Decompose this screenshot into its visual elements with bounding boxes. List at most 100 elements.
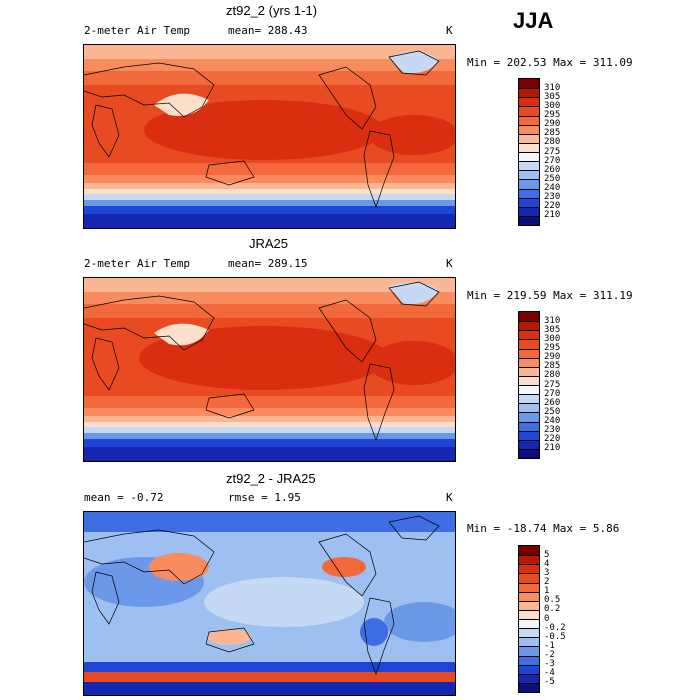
colorbar-swatch xyxy=(519,430,539,440)
colorbar-tick-label: 295 xyxy=(544,343,561,353)
panel-1-colorbar xyxy=(518,78,540,226)
colorbar-swatch xyxy=(519,673,539,683)
panel-1-variable-label: 2-meter Air Temp xyxy=(84,24,190,37)
colorbar-swatch xyxy=(519,124,539,134)
colorbar-tick-label: -3 xyxy=(544,659,555,670)
colorbar-tick-label: 250 xyxy=(544,173,561,184)
colorbar-swatch xyxy=(519,646,539,656)
colorbar-tick-label: 2 xyxy=(544,577,550,587)
colorbar-swatch xyxy=(519,170,539,180)
panel-2-title: JRA25 xyxy=(249,236,289,251)
colorbar-tick-label: 3 xyxy=(544,567,550,578)
panel-3-title: zt92_2 - JRA25 xyxy=(226,471,316,486)
colorbar-tick-label: 5 xyxy=(544,549,550,560)
colorbar-tick-label: 220 xyxy=(544,434,561,445)
colorbar-swatch xyxy=(519,357,539,367)
colorbar-swatch xyxy=(519,619,539,629)
panel-3-map-svg xyxy=(84,512,455,695)
colorbar-swatch xyxy=(519,394,539,404)
colorbar-tick-label: 230 xyxy=(544,425,561,436)
colorbar-tick-label: 305 xyxy=(544,91,561,102)
panel-1-minmax: Min = 202.53 Max = 311.09 xyxy=(467,56,633,69)
panel-3-map xyxy=(83,511,456,696)
colorbar-swatch xyxy=(519,88,539,98)
panel-1-title: zt92_2 (yrs 1-1) xyxy=(226,3,318,18)
colorbar-swatch xyxy=(519,555,539,565)
colorbar-tick-label: 220 xyxy=(544,201,561,212)
colorbar-tick-label: 290 xyxy=(544,352,561,363)
colorbar-swatch xyxy=(519,215,539,225)
panel-2-map xyxy=(83,277,456,462)
colorbar-swatch xyxy=(519,179,539,189)
colorbar-tick-label: 300 xyxy=(544,100,561,111)
colorbar-swatch xyxy=(519,628,539,638)
colorbar-swatch xyxy=(519,600,539,610)
colorbar-swatch xyxy=(519,106,539,116)
colorbar-swatch xyxy=(519,188,539,198)
colorbar-tick-label: 1 xyxy=(544,586,550,597)
colorbar-swatch xyxy=(519,564,539,574)
colorbar-swatch xyxy=(519,152,539,162)
colorbar-tick-label: 285 xyxy=(544,128,561,139)
colorbar-tick-label: 250 xyxy=(544,406,561,417)
colorbar-swatch xyxy=(519,546,539,556)
colorbar-tick-label: 275 xyxy=(544,146,561,157)
colorbar-tick-label: 230 xyxy=(544,192,561,203)
colorbar-swatch xyxy=(519,142,539,152)
colorbar-swatch xyxy=(519,133,539,143)
colorbar-tick-label: 300 xyxy=(544,333,561,344)
colorbar-tick-label: 310 xyxy=(544,315,561,326)
colorbar-tick-label: 305 xyxy=(544,324,561,335)
colorbar-swatch xyxy=(519,591,539,601)
colorbar-tick-label: 260 xyxy=(544,164,561,175)
panel-2-colorbar xyxy=(518,311,540,459)
colorbar-swatch xyxy=(519,366,539,376)
panel-3-minmax: Min = -18.74 Max = 5.86 xyxy=(467,522,620,535)
panel-1-map-svg xyxy=(84,45,455,228)
colorbar-swatch xyxy=(519,582,539,592)
colorbar-swatch xyxy=(519,682,539,692)
colorbar-swatch xyxy=(519,206,539,216)
panel-1-map xyxy=(83,44,456,229)
colorbar-swatch xyxy=(519,330,539,340)
colorbar-tick-label: 270 xyxy=(544,388,561,399)
colorbar-swatch xyxy=(519,573,539,583)
colorbar-swatch xyxy=(519,161,539,171)
colorbar-swatch xyxy=(519,637,539,647)
colorbar-swatch xyxy=(519,312,539,322)
colorbar-tick-label: 210 xyxy=(544,443,561,454)
panel-3-colorbar xyxy=(518,545,540,693)
colorbar-swatch xyxy=(519,348,539,358)
colorbar-tick-label: 270 xyxy=(544,155,561,166)
colorbar-swatch xyxy=(519,403,539,413)
colorbar-swatch xyxy=(519,79,539,89)
colorbar-tick-label: -5 xyxy=(544,677,555,688)
colorbar-tick-label: -4 xyxy=(544,668,555,679)
colorbar-tick-label: 275 xyxy=(544,379,561,390)
colorbar-tick-label: -0.5 xyxy=(544,631,566,642)
colorbar-tick-label: 0.5 xyxy=(544,595,561,606)
panel-3-unit: K xyxy=(446,491,453,504)
colorbar-swatch xyxy=(519,412,539,422)
panel-2-mean-label: mean= 289.15 xyxy=(228,257,308,270)
colorbar-tick-label: 310 xyxy=(544,82,561,93)
colorbar-swatch xyxy=(519,439,539,449)
panel-2-variable-label: 2-meter Air Temp xyxy=(84,257,190,270)
colorbar-tick-label: 295 xyxy=(544,110,561,120)
colorbar-tick-label: 285 xyxy=(544,361,561,372)
colorbar-tick-label: -2 xyxy=(544,650,555,660)
colorbar-tick-label: -0.2 xyxy=(544,622,566,633)
colorbar-tick-label: 0.2 xyxy=(544,604,561,615)
panel-3-mean-label: mean = -0.72 xyxy=(84,491,164,504)
colorbar-swatch xyxy=(519,609,539,619)
panel-2-minmax: Min = 219.59 Max = 311.19 xyxy=(467,289,633,302)
colorbar-tick-label: 280 xyxy=(544,370,561,381)
colorbar-swatch xyxy=(519,385,539,395)
colorbar-swatch xyxy=(519,664,539,674)
colorbar-swatch xyxy=(519,421,539,431)
colorbar-tick-label: 280 xyxy=(544,137,561,148)
season-label: JJA xyxy=(513,8,554,33)
colorbar-tick-label: 210 xyxy=(544,210,561,221)
colorbar-swatch xyxy=(519,115,539,125)
colorbar-swatch xyxy=(519,448,539,458)
